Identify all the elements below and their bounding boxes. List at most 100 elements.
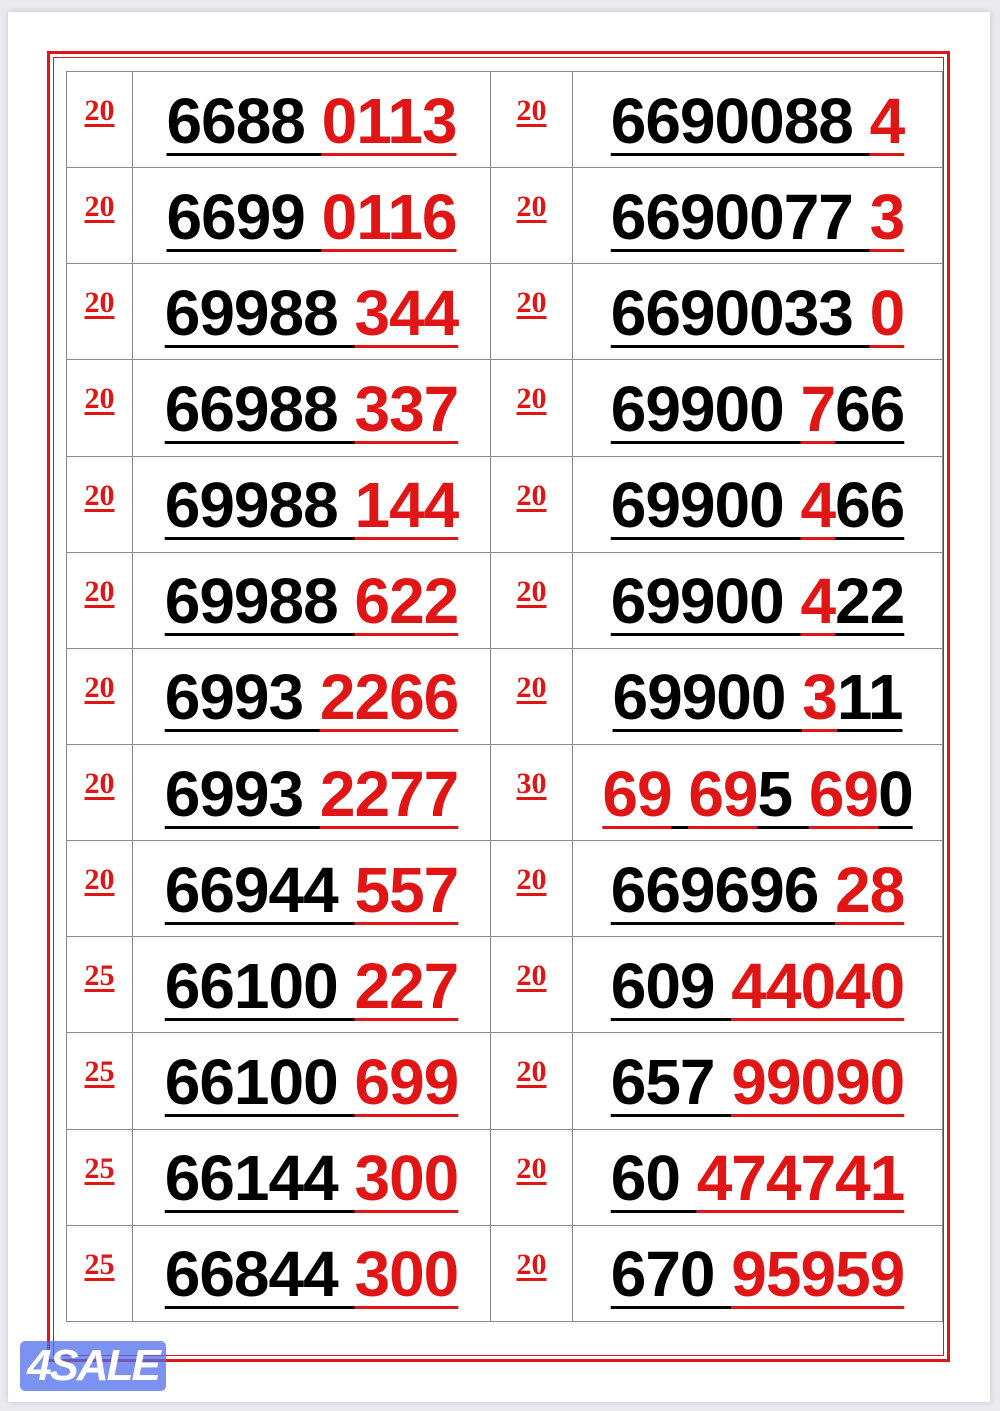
price-label: 20 xyxy=(516,1247,547,1281)
phone-number: 657 99090 xyxy=(572,1032,943,1130)
number-segment-highlight: 0116 xyxy=(321,180,458,253)
price-label: 20 xyxy=(516,863,547,897)
number-segment-highlight: 4 xyxy=(800,469,836,542)
number-segment-highlight: 69 xyxy=(688,757,758,830)
table-row: 25 66144 300 20 60 474741 xyxy=(66,1128,943,1226)
price-label: 20 xyxy=(84,94,115,127)
phone-number: 609 44040 xyxy=(572,936,943,1034)
number-segment: 66844 xyxy=(164,1238,355,1311)
price-label: 20 xyxy=(516,478,547,512)
number-segment: 66988 xyxy=(164,372,355,445)
table-row: 20 6993 2277 30 69 695 690 xyxy=(66,743,943,842)
price-cell: 20 xyxy=(66,647,133,745)
number-segment: 6699 xyxy=(166,180,322,253)
number-segment-highlight: 7 xyxy=(800,372,836,445)
phone-number: 69 695 690 xyxy=(572,743,943,842)
phone-number: 66844 300 xyxy=(132,1224,491,1323)
price-label: 25 xyxy=(84,959,115,993)
phone-number: 6699 0116 xyxy=(132,167,491,265)
number-segment: 6690088 xyxy=(610,84,870,157)
table-row: 20 6993 2266 20 69900 311 xyxy=(66,647,943,745)
price-cell: 20 xyxy=(490,840,573,938)
price-label: 20 xyxy=(84,574,115,608)
phone-number: 69900 466 xyxy=(572,455,943,553)
red-border-outer xyxy=(47,51,950,1362)
price-cell: 20 xyxy=(490,1128,573,1226)
price-cell: 20 xyxy=(490,1032,573,1130)
phone-number: 6690077 3 xyxy=(572,167,943,265)
price-cell: 25 xyxy=(66,1128,133,1226)
number-segment-highlight: 3 xyxy=(802,661,838,734)
number-segment: 69988 xyxy=(164,276,355,349)
price-label: 20 xyxy=(84,863,115,897)
number-segment: 69988 xyxy=(164,565,355,638)
number-segment: 66 xyxy=(835,372,905,445)
table-row: 20 69988 622 20 69900 422 xyxy=(66,551,943,649)
4sale-watermark-logo: 4SALE xyxy=(20,1341,166,1391)
number-segment: 66944 xyxy=(164,853,355,926)
number-segment: 69900 xyxy=(612,661,803,734)
price-label: 20 xyxy=(84,478,115,512)
number-segment: 6690077 xyxy=(610,180,870,253)
number-segment: 5 xyxy=(757,757,809,830)
price-label: 20 xyxy=(516,959,547,993)
number-segment: 669696 xyxy=(610,853,836,926)
table-row: 20 69988 344 20 6690033 0 xyxy=(66,263,943,361)
number-segment: 66100 xyxy=(164,949,355,1022)
number-segment-highlight: 2277 xyxy=(319,757,459,830)
table-row: 20 66944 557 20 669696 28 xyxy=(66,840,943,938)
phone-number: 66944 557 xyxy=(132,840,491,938)
number-segment-highlight: 2266 xyxy=(319,661,459,734)
number-segment-highlight: 69 xyxy=(808,757,879,830)
number-segment: 66100 xyxy=(164,1045,355,1118)
price-label: 20 xyxy=(516,382,547,416)
number-segment: 6993 xyxy=(164,661,320,734)
number-segment-highlight: 300 xyxy=(354,1142,459,1215)
price-label: 20 xyxy=(84,670,115,704)
price-label: 20 xyxy=(84,190,115,224)
price-label: 20 xyxy=(516,670,547,704)
price-cell: 20 xyxy=(490,167,573,265)
price-cell: 20 xyxy=(490,551,573,649)
number-segment: 60 xyxy=(610,1142,697,1215)
number-segment-highlight: 344 xyxy=(354,276,459,349)
number-segment: 6688 xyxy=(166,84,322,157)
price-cell: 20 xyxy=(66,743,133,842)
phone-number: 69988 144 xyxy=(132,455,491,553)
number-segment-highlight: 622 xyxy=(354,565,459,638)
price-cell: 20 xyxy=(490,359,573,457)
number-segment xyxy=(672,758,689,830)
table-row: 25 66844 300 20 670 95959 xyxy=(66,1224,943,1323)
price-label: 30 xyxy=(516,766,547,800)
price-cell: 20 xyxy=(490,70,573,169)
price-cell: 20 xyxy=(66,840,133,938)
table-row: 20 69988 144 20 69900 466 xyxy=(66,455,943,553)
price-label: 20 xyxy=(84,766,115,800)
number-segment: 657 xyxy=(610,1045,732,1118)
number-segment-highlight: 0 xyxy=(869,276,906,349)
phone-number: 6690033 0 xyxy=(572,263,943,361)
number-segment: 69988 xyxy=(164,469,355,542)
number-segment: 0 xyxy=(878,757,914,830)
price-cell: 20 xyxy=(66,455,133,553)
number-segment-highlight: 337 xyxy=(354,372,459,445)
number-segment-highlight: 4 xyxy=(800,565,836,638)
phone-number: 69900 766 xyxy=(572,359,943,457)
number-segment: 69900 xyxy=(610,565,801,638)
phone-number: 6688 0113 xyxy=(132,70,491,169)
price-cell: 25 xyxy=(66,1032,133,1130)
phone-number: 670 95959 xyxy=(572,1224,943,1323)
number-segment-highlight: 95959 xyxy=(731,1238,905,1311)
price-cell: 25 xyxy=(66,1224,133,1323)
price-cell: 20 xyxy=(66,263,133,361)
price-cell: 30 xyxy=(490,743,573,842)
phone-number: 69988 622 xyxy=(132,551,491,649)
number-segment-highlight: 99090 xyxy=(731,1045,905,1118)
price-cell: 20 xyxy=(66,551,133,649)
number-segment: 11 xyxy=(836,661,904,734)
price-label: 25 xyxy=(84,1055,115,1089)
table-row: 20 6688 0113 20 6690088 4 xyxy=(66,70,943,169)
number-segment-highlight: 300 xyxy=(354,1238,459,1311)
price-label: 25 xyxy=(84,1151,115,1185)
table-row: 25 66100 227 20 609 44040 xyxy=(66,936,943,1034)
